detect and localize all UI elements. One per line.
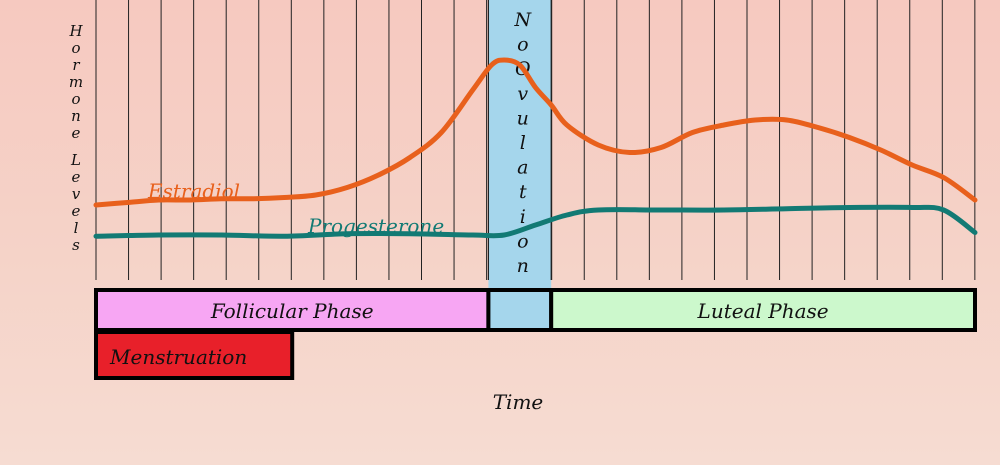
y-axis-letter: e	[72, 168, 81, 186]
phase-label-2: Luteal Phase	[697, 299, 829, 323]
phase-bars: Follicular Phase Luteal Phase Menstruation	[94, 288, 977, 380]
y-axis-letter: H	[68, 22, 83, 40]
hormone-lines	[93, 57, 978, 239]
y-axis-letter: s	[72, 236, 80, 254]
ovulation-letter: l	[520, 132, 526, 154]
y-axis-letter: r	[72, 56, 80, 74]
y-axis-letter: n	[71, 107, 81, 125]
menstruation-bar	[94, 330, 295, 380]
series-line-estradiol	[93, 57, 978, 208]
ovulation-letter: t	[519, 181, 527, 203]
phase-bar-2	[549, 288, 977, 332]
ovulation-letter: N	[513, 9, 532, 31]
estradiol-label: Estradiol	[147, 179, 240, 203]
x-axis-label: Time	[493, 390, 544, 414]
progesterone-label: Progesterone	[307, 214, 444, 238]
y-axis-letter: e	[72, 202, 81, 220]
ovulation-band	[488, 0, 552, 290]
series-labels: Estradiol Progesterone	[147, 179, 444, 238]
ovulation-letter: i	[520, 206, 526, 228]
ovulation-letter: u	[517, 107, 529, 129]
ovulation-letter: a	[517, 157, 528, 179]
phase-label-0: Follicular Phase	[210, 299, 374, 323]
phase-bar-1	[486, 288, 554, 332]
y-axis-letter: e	[72, 124, 81, 142]
ovulation-letter: v	[517, 83, 528, 105]
y-axis-letter: l	[74, 219, 79, 237]
ovulation-letter: o	[517, 230, 528, 252]
y-axis-letter: o	[71, 39, 80, 57]
y-axis-letter: v	[72, 185, 81, 203]
ovulation-letter: n	[517, 255, 529, 277]
menstruation-label: Menstruation	[109, 345, 247, 369]
series-line-progesterone	[93, 204, 978, 239]
y-axis-letter: o	[71, 90, 80, 108]
ovulation-letter: o	[517, 34, 528, 56]
y-axis-letter: m	[69, 73, 83, 91]
y-axis-letter: L	[70, 151, 81, 169]
